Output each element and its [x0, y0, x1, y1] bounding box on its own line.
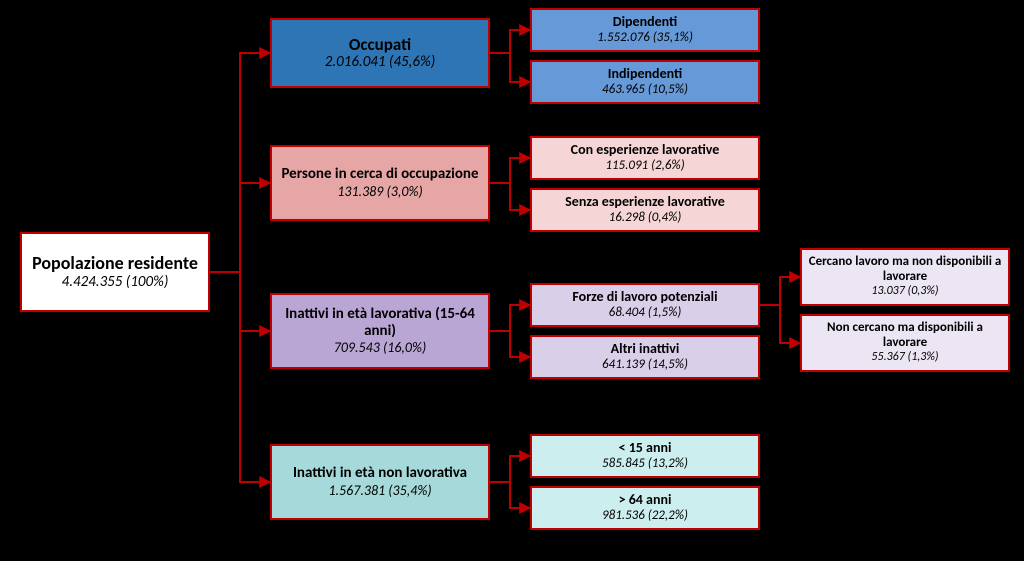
- node-l3_conexp-sub: 115.091 (2,6%): [605, 159, 684, 174]
- edge-l2_occ-l3_dip: [490, 30, 530, 53]
- node-l2_occ-sub: 2.016.041 (45,6%): [325, 54, 436, 71]
- node-l4_noncercano: Non cercano ma disponibili a lavorare55.…: [800, 314, 1010, 372]
- edge-l3_forze-l4_noncercano: [760, 305, 800, 343]
- node-l4_noncercano-title: Non cercano ma disponibili a lavorare: [806, 321, 1004, 351]
- node-l2_cerca-sub: 131.389 (3,0%): [337, 184, 422, 200]
- edge-l2_inatt_eta-l3_forze: [490, 305, 530, 331]
- node-root-sub: 4.424.355 (100%): [62, 274, 169, 291]
- node-l3_forze-title: Forze di lavoro potenziali: [572, 289, 717, 305]
- node-l3_senzaexp: Senza esperienze lavorative16.298 (0,4%): [530, 188, 760, 232]
- node-l3_altri: Altri inattivi641.139 (14,5%): [530, 335, 760, 379]
- edge-l2_inatt_eta-l3_altri: [490, 331, 530, 357]
- edge-l2_cerca-l3_senzaexp: [490, 183, 530, 210]
- node-l4_cercano-sub: 13.037 (0,3%): [871, 285, 938, 299]
- node-root-title: Popolazione residente: [32, 253, 198, 274]
- node-l4_cercano: Cercano lavoro ma non disponibili a lavo…: [800, 248, 1010, 306]
- node-l3_lt15-title: < 15 anni: [619, 440, 672, 456]
- node-l3_forze: Forze di lavoro potenziali68.404 (1,5%): [530, 283, 760, 327]
- node-l2_inatt_non-sub: 1.567.381 (35,4%): [328, 483, 431, 499]
- edge-root-l2_occ: [210, 53, 270, 272]
- node-l3_indip: Indipendenti463.965 (10,5%): [530, 60, 760, 104]
- node-l3_dip: Dipendenti1.552.076 (35,1%): [530, 8, 760, 52]
- node-l3_forze-sub: 68.404 (1,5%): [609, 306, 682, 321]
- node-l2_inatt_eta: Inattivi in età lavorativa (15-64 anni)7…: [270, 293, 490, 369]
- node-l2_occ-title: Occupati: [349, 35, 411, 55]
- node-l3_senzaexp-sub: 16.298 (0,4%): [609, 211, 682, 226]
- node-l3_dip-sub: 1.552.076 (35,1%): [597, 31, 693, 46]
- edge-l3_forze-l4_cercano: [760, 277, 800, 305]
- node-l3_senzaexp-title: Senza esperienze lavorative: [565, 194, 725, 210]
- node-l3_gt64-sub: 981.536 (22,2%): [602, 509, 688, 524]
- edge-l2_inatt_non-l3_gt64: [490, 482, 530, 508]
- node-l4_noncercano-sub: 55.367 (1,3%): [871, 351, 938, 365]
- node-l2_inatt_non: Inattivi in età non lavorativa1.567.381 …: [270, 444, 490, 520]
- node-l2_inatt_eta-sub: 709.543 (16,0%): [334, 340, 427, 356]
- node-l3_gt64: > 64 anni981.536 (22,2%): [530, 486, 760, 530]
- node-l3_altri-title: Altri inattivi: [611, 341, 680, 357]
- edge-l2_occ-l3_indip: [490, 53, 530, 82]
- node-l3_gt64-title: > 64 anni: [619, 492, 672, 508]
- node-l2_inatt_eta-title: Inattivi in età lavorativa (15-64 anni): [276, 306, 484, 341]
- node-l4_cercano-title: Cercano lavoro ma non disponibili a lavo…: [806, 255, 1004, 285]
- edge-root-l2_inatt_non: [210, 272, 270, 482]
- node-l2_inatt_non-title: Inattivi in età non lavorativa: [293, 465, 467, 482]
- node-l2_cerca: Persone in cerca di occupazione131.389 (…: [270, 145, 490, 221]
- node-l3_altri-sub: 641.139 (14,5%): [602, 358, 688, 373]
- node-root: Popolazione residente4.424.355 (100%): [20, 232, 210, 312]
- node-l2_occ: Occupati2.016.041 (45,6%): [270, 18, 490, 88]
- node-l3_dip-title: Dipendenti: [613, 14, 677, 30]
- node-l2_cerca-title: Persone in cerca di occupazione: [281, 166, 478, 183]
- node-l3_lt15: < 15 anni585.845 (13,2%): [530, 434, 760, 478]
- node-l3_conexp-title: Con esperienze lavorative: [571, 142, 720, 158]
- node-l3_lt15-sub: 585.845 (13,2%): [602, 457, 688, 472]
- node-l3_indip-title: Indipendenti: [608, 66, 682, 82]
- edge-root-l2_cerca: [210, 183, 270, 272]
- edge-l2_cerca-l3_conexp: [490, 158, 530, 183]
- node-l3_conexp: Con esperienze lavorative115.091 (2,6%): [530, 136, 760, 180]
- edge-root-l2_inatt_eta: [210, 272, 270, 331]
- edge-l2_inatt_non-l3_lt15: [490, 456, 530, 482]
- node-l3_indip-sub: 463.965 (10,5%): [602, 83, 688, 98]
